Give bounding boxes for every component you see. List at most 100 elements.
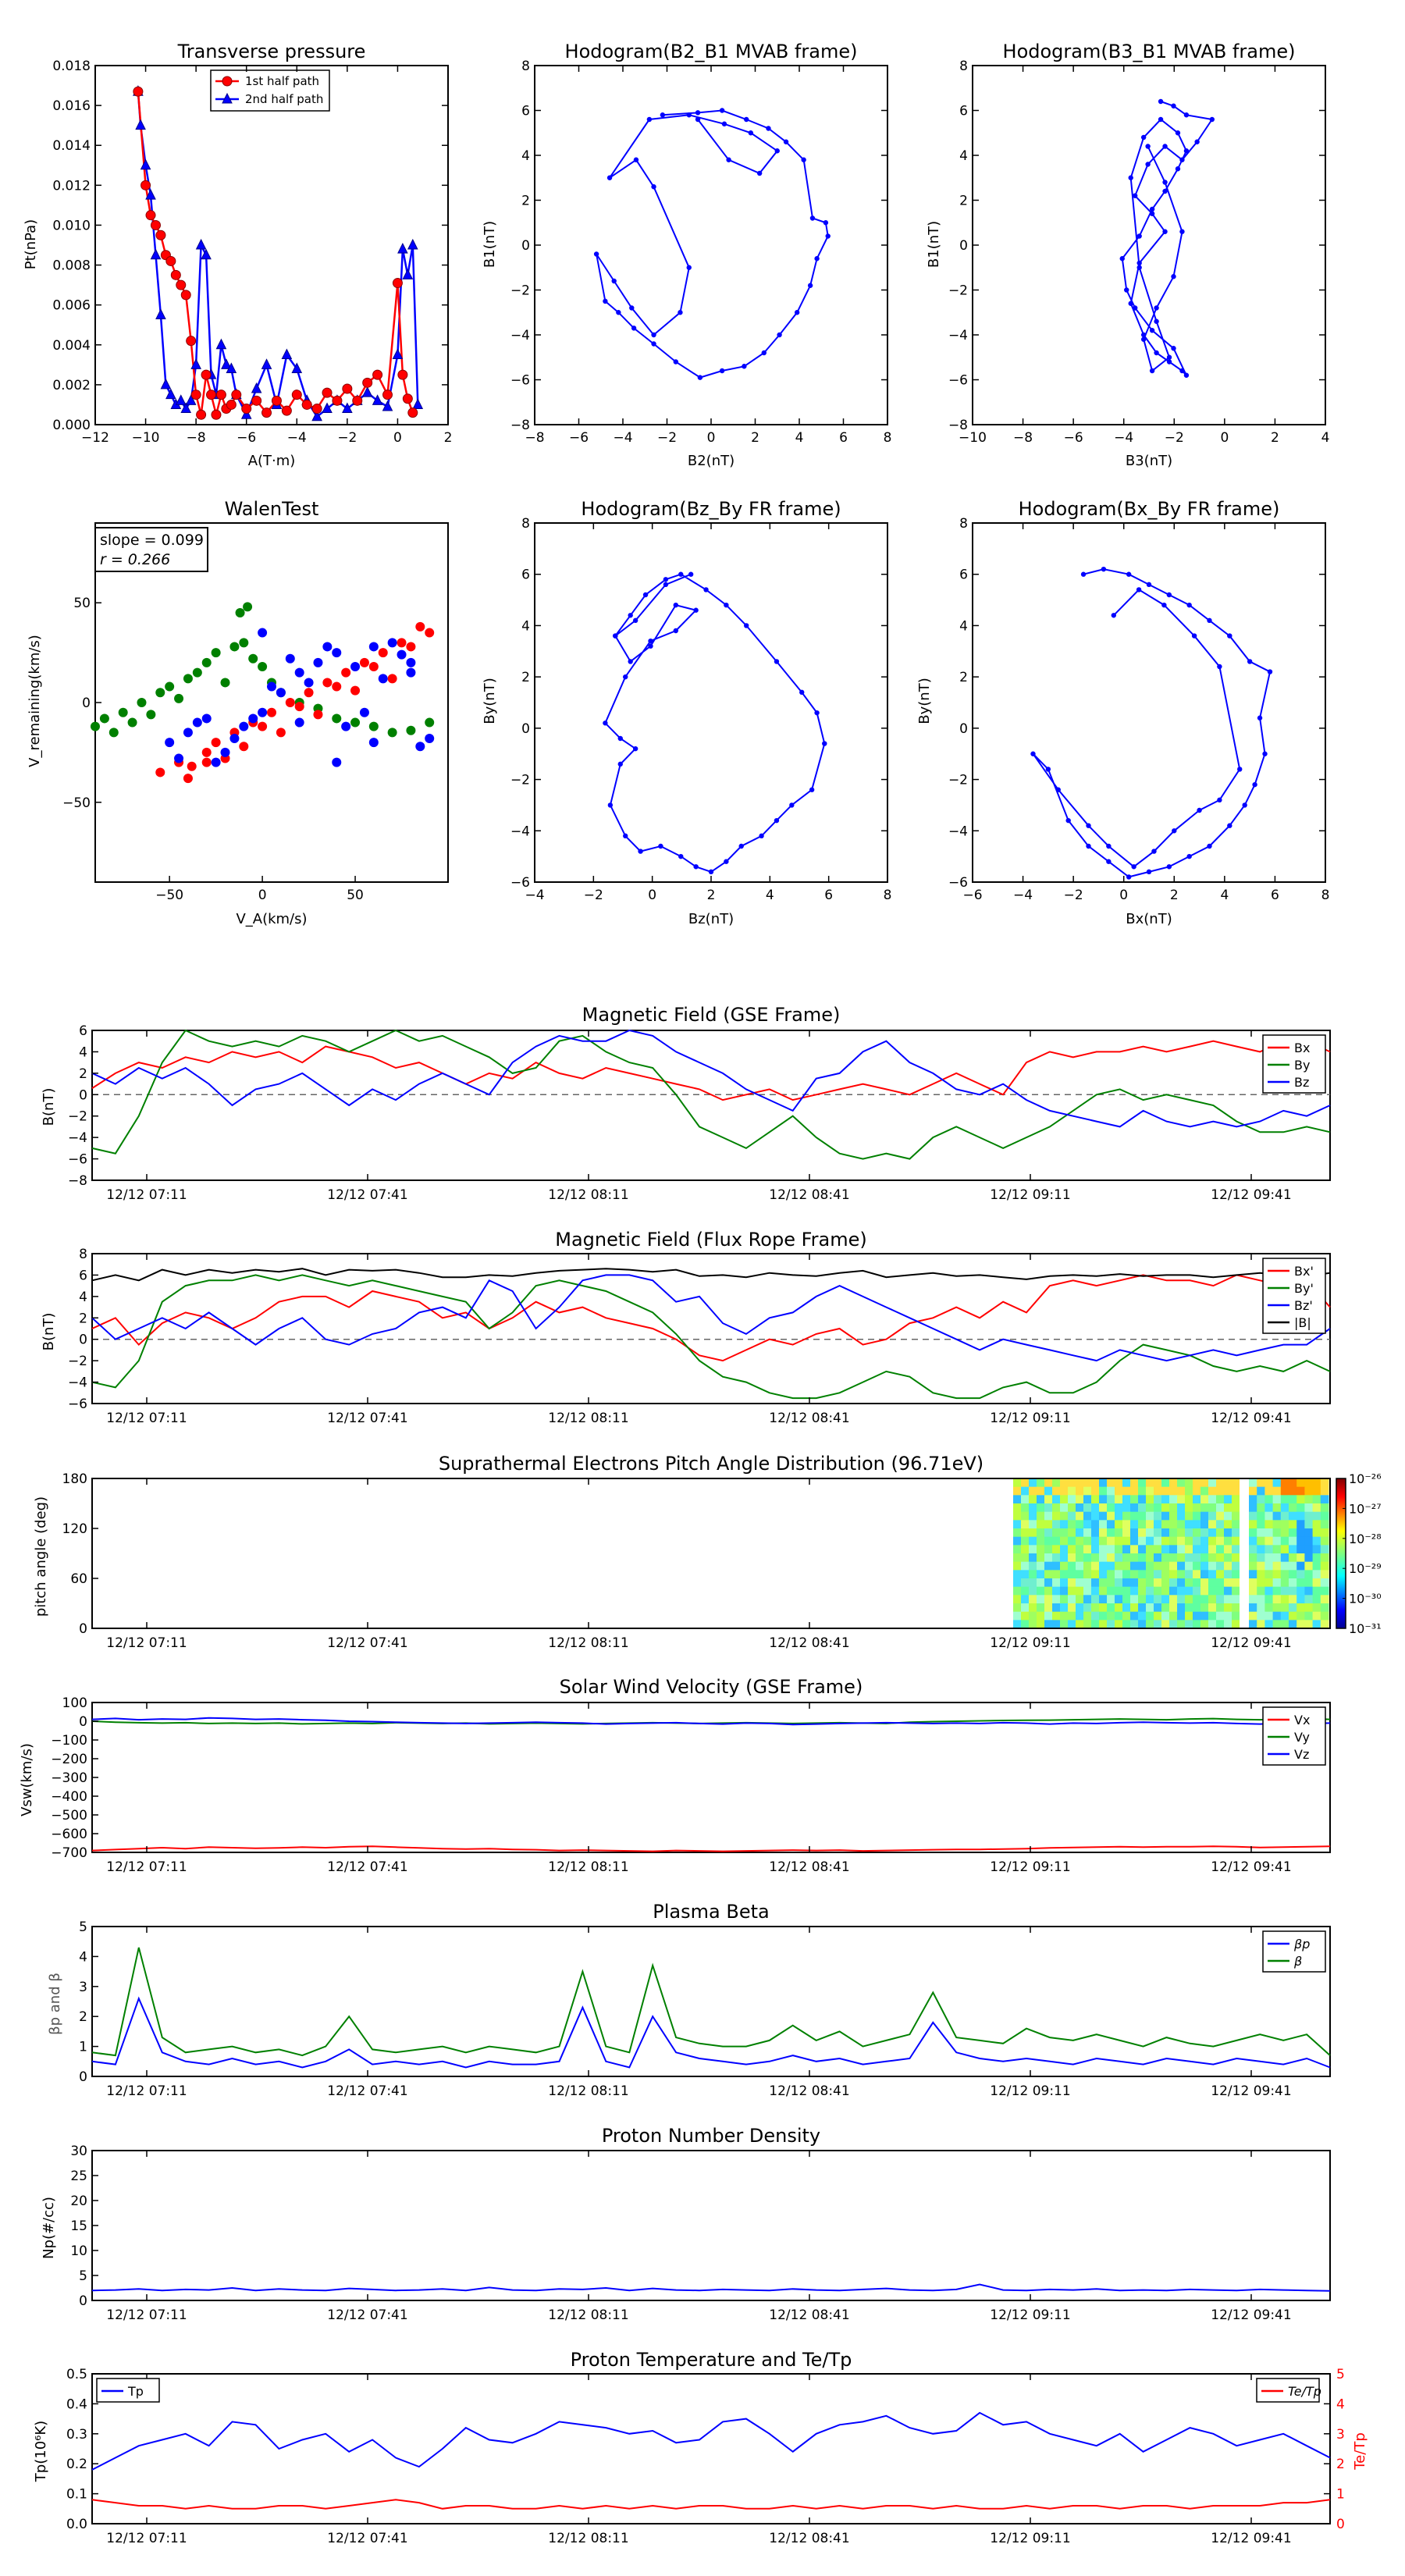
pad-heat-cell <box>1249 1478 1257 1488</box>
pad-heat-cell <box>1130 1511 1139 1521</box>
hodo4-point <box>1247 659 1253 664</box>
transverse-xtick-label: −4 <box>287 430 307 446</box>
pad-heat-cell <box>1224 1478 1232 1488</box>
pad-heat-cell <box>1076 1561 1084 1571</box>
pad-heat-cell <box>1146 1570 1154 1579</box>
walen-point-blue <box>211 757 221 767</box>
np-ytick-label: 25 <box>70 2169 87 2184</box>
temp-right-ytick-label: 2 <box>1336 2457 1345 2472</box>
mag-fr-line-2 <box>91 1274 1331 1362</box>
pad-heat-cell <box>1037 1620 1045 1629</box>
pad-heat-cell <box>1083 1553 1092 1563</box>
pad-heat-cell <box>1083 1561 1092 1571</box>
vsw-legend-label: Vx <box>1294 1713 1310 1727</box>
pad-heat-cell <box>1029 1578 1037 1588</box>
hodo4-point <box>1227 823 1232 828</box>
pad-heat-cell <box>1076 1536 1084 1546</box>
pad-heat-cell <box>1177 1570 1186 1579</box>
pad-heat-cell <box>1193 1578 1201 1588</box>
transverse-1st-half-marker <box>301 399 312 410</box>
pad-heat-cell <box>1297 1553 1305 1563</box>
pad-heat-cell <box>1272 1528 1282 1538</box>
pad-heat-cell <box>1044 1520 1053 1529</box>
hodo1-point <box>719 368 725 374</box>
pad-heat-cell <box>1169 1545 1178 1554</box>
pad-heat-cell <box>1232 1511 1240 1521</box>
pad-heat-cell <box>1169 1595 1178 1604</box>
pad-heat-cell <box>1304 1528 1314 1538</box>
legend-label-1st-half: 1st half path <box>245 74 319 88</box>
pad-heat-cell <box>1037 1595 1045 1604</box>
pad-heat-cell <box>1232 1520 1240 1529</box>
pad-heat-cell <box>1312 1561 1321 1571</box>
mag-gse-time-label: 12/12 08:41 <box>769 1187 849 1203</box>
pad-heat-cell <box>1013 1536 1022 1546</box>
walen-point-green <box>368 721 379 731</box>
pad-heat-cell <box>1193 1545 1201 1554</box>
hodo2-point <box>1162 188 1168 194</box>
pad-heat-cell <box>1146 1586 1154 1596</box>
pad-heat-cell <box>1076 1511 1084 1521</box>
transverse-1st-half-marker <box>281 405 292 416</box>
pad-heat-cell <box>1177 1611 1186 1621</box>
pad-heat-cell <box>1289 1511 1297 1521</box>
pad-heat-cell <box>1021 1586 1030 1596</box>
pad-heat-cell <box>1161 1478 1170 1488</box>
pad-heat-cell <box>1091 1545 1100 1554</box>
mag-gse-legend-label: Bz <box>1294 1075 1309 1090</box>
pad-heat-cell <box>1115 1553 1123 1563</box>
hodo3-point <box>617 735 623 742</box>
hodo2-point <box>1175 130 1181 136</box>
pad-heat-cell <box>1060 1520 1069 1529</box>
pad-heat-cell <box>1272 1553 1282 1563</box>
vsw-time-label: 12/12 07:11 <box>106 1859 187 1875</box>
hodo3-point <box>607 802 614 808</box>
mag-fr-time-label: 12/12 09:11 <box>990 1411 1070 1426</box>
pad-heat-cell <box>1232 1545 1240 1554</box>
hodo1-xtick-label: −6 <box>569 430 589 446</box>
transverse-2nd-half-marker <box>190 358 201 369</box>
walen-point-blue <box>165 738 175 748</box>
ylabel-mag-gse: B(nT) <box>41 1088 57 1126</box>
pad-heat-cell <box>1044 1545 1053 1554</box>
vsw-time-label: 12/12 09:41 <box>1211 1859 1291 1875</box>
pad-heat-cell <box>1083 1595 1092 1604</box>
hodo2-xtick-label: −2 <box>1165 430 1184 446</box>
pad-heat-cell <box>1052 1528 1061 1538</box>
hodo3-point <box>744 623 749 628</box>
walen-ytick-label: −50 <box>62 795 91 811</box>
np-time-label: 12/12 09:41 <box>1211 2307 1291 2323</box>
pad-heat-cell <box>1312 1536 1321 1546</box>
walen-point-green <box>137 698 147 707</box>
pad-heat-cell <box>1304 1586 1314 1596</box>
hodo2-ytick-label: 2 <box>959 194 968 209</box>
pad-heat-cell <box>1280 1511 1289 1521</box>
pad-heat-cell <box>1122 1486 1131 1496</box>
transverse-1st-half-marker <box>211 409 222 420</box>
pad-heat-cell <box>1146 1511 1154 1521</box>
hodo3-point <box>724 859 729 864</box>
pad-heat-cell <box>1304 1595 1314 1604</box>
pad-heat-cell <box>1044 1511 1053 1521</box>
hodo4-point <box>1086 823 1091 828</box>
hodo4-point <box>1136 587 1142 592</box>
hodo1-point <box>721 121 727 126</box>
hodo1-xtick-label: 4 <box>795 430 804 446</box>
hodo4-point <box>1237 767 1243 772</box>
np-ytick-label: 0 <box>79 2293 87 2309</box>
walen-point-green <box>192 667 202 678</box>
pad-heat-cell <box>1200 1528 1209 1538</box>
hodo1-point <box>686 265 692 270</box>
pad-heat-cell <box>1083 1620 1092 1629</box>
walen-point-blue <box>267 681 276 692</box>
ylabel2-temp: Te/Tp <box>1352 2432 1368 2471</box>
hodo2-point <box>1145 144 1151 149</box>
hodo4-point <box>1227 633 1232 639</box>
pad-heat-cell <box>1272 1611 1282 1621</box>
pad-heat-cell <box>1232 1603 1240 1613</box>
walen-point-red <box>332 681 342 692</box>
pad-heat-cell <box>1076 1495 1084 1504</box>
pad-colorbar-label: 10⁻³¹ <box>1349 1621 1382 1636</box>
hodo1-point <box>651 341 656 347</box>
pad-heat-cell <box>1076 1611 1084 1621</box>
